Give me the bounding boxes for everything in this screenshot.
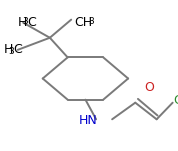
- Text: C: C: [13, 43, 22, 56]
- Text: H: H: [18, 16, 27, 29]
- Text: HN: HN: [78, 114, 97, 127]
- Text: H: H: [4, 43, 13, 56]
- Text: 3: 3: [88, 17, 94, 26]
- Text: Cl: Cl: [174, 94, 178, 107]
- Text: C: C: [28, 16, 36, 29]
- Text: 3: 3: [8, 47, 14, 56]
- Text: O: O: [145, 81, 155, 94]
- Text: 3: 3: [22, 17, 28, 26]
- Text: CH: CH: [74, 16, 92, 29]
